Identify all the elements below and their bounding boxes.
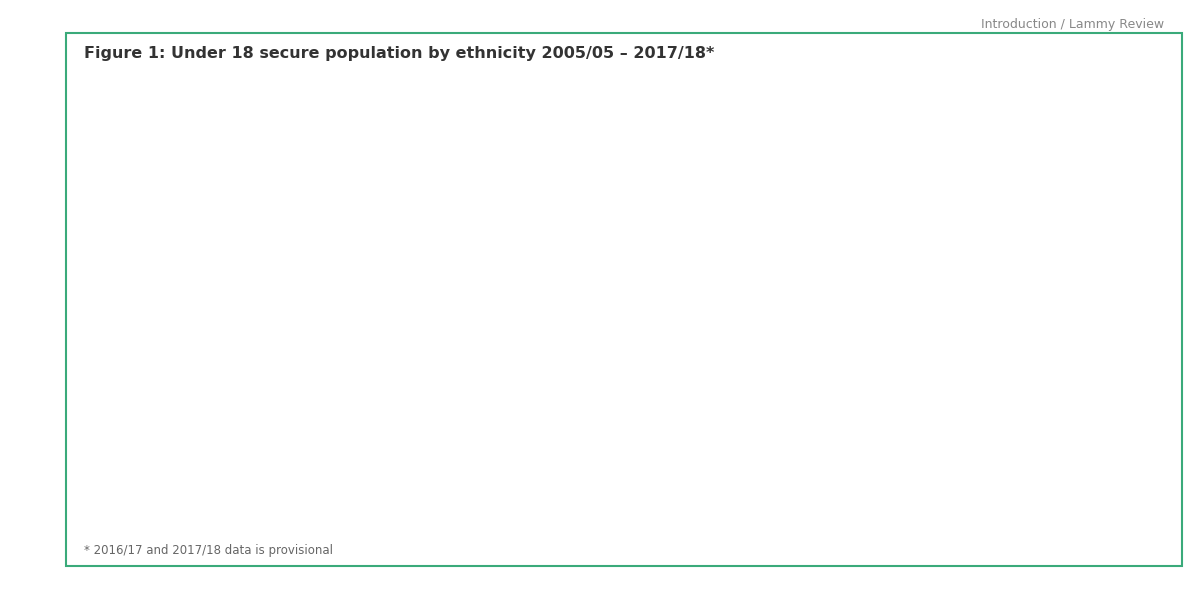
Text: Figure 1: Under 18 secure population by ethnicity 2005/05 – 2017/18*: Figure 1: Under 18 secure population by … bbox=[84, 46, 714, 60]
Text: Unknown: Unknown bbox=[332, 405, 390, 418]
Text: White: White bbox=[332, 151, 368, 164]
Text: Introduction / Lammy Review: Introduction / Lammy Review bbox=[980, 18, 1164, 31]
X-axis label: Year: Year bbox=[642, 529, 672, 543]
Y-axis label: Population count: Population count bbox=[97, 231, 110, 344]
Text: BAME: BAME bbox=[277, 317, 313, 330]
Text: * 2016/17 and 2017/18 data is provisional: * 2016/17 and 2017/18 data is provisiona… bbox=[84, 544, 334, 557]
